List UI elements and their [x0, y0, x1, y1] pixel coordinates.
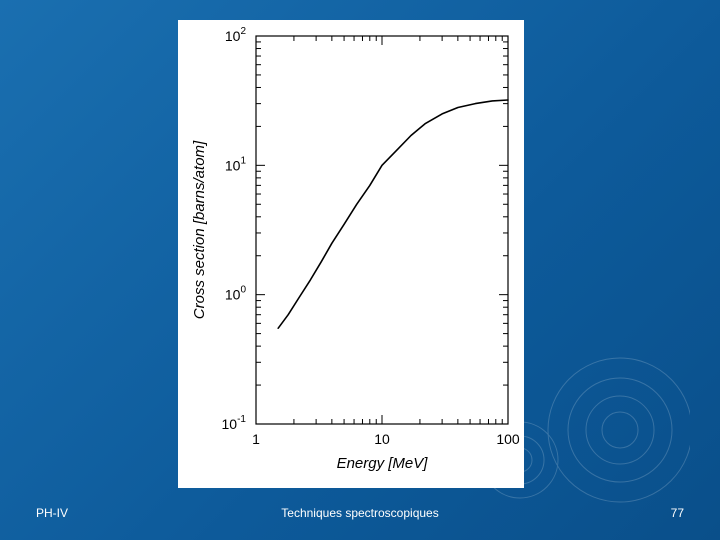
svg-text:100: 100: [225, 285, 247, 303]
footer-center: Techniques spectroscopiques: [0, 506, 720, 520]
svg-text:100: 100: [496, 431, 520, 447]
footer-right: 77: [671, 506, 684, 520]
svg-text:10: 10: [374, 431, 390, 447]
slide: 10-1 100 101 102 1 10 100 Energy [MeV] Cross sec…: [0, 0, 720, 540]
slide-footer: PH-IV Techniques spectroscopiques 77: [0, 506, 720, 526]
svg-text:102: 102: [225, 26, 247, 44]
svg-text:10-1: 10-1: [222, 414, 247, 432]
svg-text:Cross section [barns/atom]: Cross section [barns/atom]: [191, 140, 208, 319]
cross-section-chart: 10-1 100 101 102 1 10 100 Energy [MeV] Cross sec…: [178, 20, 524, 488]
svg-text:101: 101: [225, 155, 247, 173]
svg-text:1: 1: [252, 431, 260, 447]
chart-container: 10-1 100 101 102 1 10 100 Energy [MeV] Cross sec…: [178, 20, 524, 488]
svg-text:Energy [MeV]: Energy [MeV]: [337, 455, 429, 472]
